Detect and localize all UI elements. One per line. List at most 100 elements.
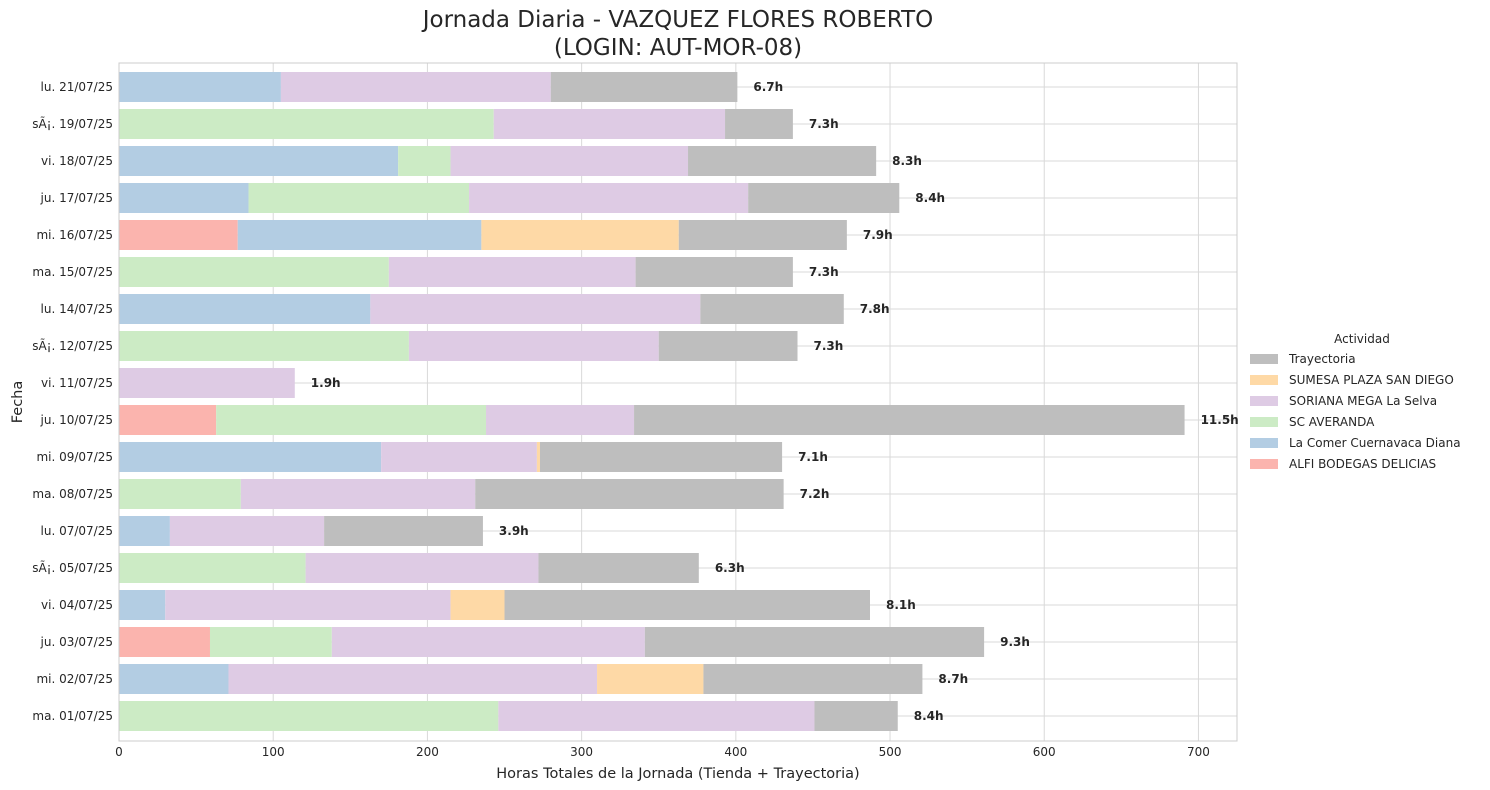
bar-segment [119,553,306,583]
bar-segment [119,405,217,435]
bar-segment [305,553,539,583]
y-tick-label: sÃ¡. 12/07/25 [32,338,113,353]
bar-segment [475,479,784,509]
bar-segment [408,331,659,361]
x-tick-label: 0 [115,745,123,759]
x-tick-label: 300 [570,745,593,759]
y-tick-label: mi. 09/07/25 [36,450,113,464]
bar-segment [119,331,409,361]
bar-segment [388,257,636,287]
bar-segment [398,146,451,176]
legend-swatch [1250,375,1278,385]
x-tick-label: 100 [262,745,285,759]
chart-title-line2: (LOGIN: AUT-MOR-08) [554,35,802,61]
legend-entry-label: Trayectoria [1288,352,1356,366]
bar-segment [119,590,166,620]
x-tick-label: 700 [1187,745,1210,759]
total-hours-label: 6.3h [715,561,745,575]
bar-segment [498,701,815,731]
legend-entry-label: SC AVERANDA [1289,415,1375,429]
total-hours-label: 1.9h [311,376,341,390]
y-tick-label: vi. 11/07/25 [41,376,113,390]
bar-segment [119,72,281,102]
bar-segment [814,701,898,731]
y-tick-label: ju. 03/07/25 [40,635,113,649]
bar-segment [635,257,793,287]
bar-segment [644,627,985,657]
bar-segment [119,294,371,324]
total-hours-label: 7.9h [863,228,893,242]
x-tick-label: 200 [416,745,439,759]
y-tick-label: lu. 14/07/25 [41,302,113,316]
legend-swatch [1250,459,1278,469]
bar-segment [450,146,689,176]
bar-segment [703,664,923,694]
total-hours-label: 7.3h [814,339,844,353]
bar-segment [324,516,483,546]
bar-segment [536,442,540,472]
bar-segment [216,405,487,435]
legend-swatch [1250,438,1278,448]
y-tick-label: lu. 21/07/25 [41,80,113,94]
bar-segment [331,627,645,657]
y-axis-label: Fecha [10,381,26,424]
y-tick-label: vi. 04/07/25 [41,598,113,612]
y-tick-label: ma. 01/07/25 [32,709,113,723]
bar-segment [119,257,389,287]
total-hours-label: 7.2h [800,487,830,501]
total-hours-label: 7.1h [798,450,828,464]
bar-segment [504,590,870,620]
legend-swatch [1250,417,1278,427]
bar-segment [119,183,249,213]
bar-segment [748,183,900,213]
bar-segment [237,220,482,250]
plot-frame [118,62,1238,742]
bar-segment [228,664,598,694]
total-hours-label: 8.1h [886,598,916,612]
legend-swatch [1250,354,1278,364]
bar-segment [119,627,210,657]
y-tick-label: ju. 17/07/25 [40,191,113,205]
y-tick-label: mi. 02/07/25 [36,672,113,686]
y-tick-label: ma. 08/07/25 [32,487,113,501]
bar-segment [658,331,798,361]
total-hours-label: 7.3h [809,117,839,131]
chart-title-line1: Jornada Diaria - VAZQUEZ FLORES ROBERTO [421,7,934,33]
bar-segment [119,109,494,139]
bar-segment [119,516,170,546]
bar-segment [493,109,726,139]
y-tick-labels: lu. 21/07/25 sÃ¡. 19/07/25 vi. 18/07/25 ju.… [32,80,113,723]
bar-segment [539,442,783,472]
total-hours-label: 7.3h [809,265,839,279]
value-labels: 6.7h 7.3h 8.3h 8.4h 7.9h 7.3h 7.8h 7.3h 1.9h 11.5… [311,80,1239,723]
bar-segment [481,220,679,250]
bar-segment [725,109,793,139]
bar-segment [119,442,382,472]
y-tick-label: ju. 10/07/25 [40,413,113,427]
bar-segment [381,442,537,472]
total-hours-label: 6.7h [753,80,783,94]
total-hours-label: 3.9h [499,524,529,538]
y-tick-label: sÃ¡. 05/07/25 [32,560,113,575]
x-tick-label: 400 [724,745,747,759]
bar-segment [119,664,229,694]
legend: Actividad Trayectoria SUMESA PLAZA SAN DI… [1250,332,1461,471]
legend-swatch [1250,396,1278,406]
bar-segment [486,405,635,435]
y-tick-label: lu. 07/07/25 [41,524,113,538]
total-hours-label: 9.3h [1000,635,1030,649]
x-axis-label: Horas Totales de la Jornada (Tienda + Tr… [496,766,859,782]
bar-segment [119,368,295,398]
legend-entry-label: ALFI BODEGAS DELICIAS [1289,457,1436,471]
total-hours-label: 8.7h [938,672,968,686]
x-tick-label: 600 [1033,745,1056,759]
bar-segment [370,294,701,324]
legend-entry-label: SORIANA MEGA La Selva [1289,394,1437,408]
bar-segment [169,516,325,546]
bar-segment [550,72,738,102]
y-tick-label: ma. 15/07/25 [32,265,113,279]
bar-segment [469,183,749,213]
total-hours-label: 8.4h [915,191,945,205]
bar-segment [700,294,844,324]
